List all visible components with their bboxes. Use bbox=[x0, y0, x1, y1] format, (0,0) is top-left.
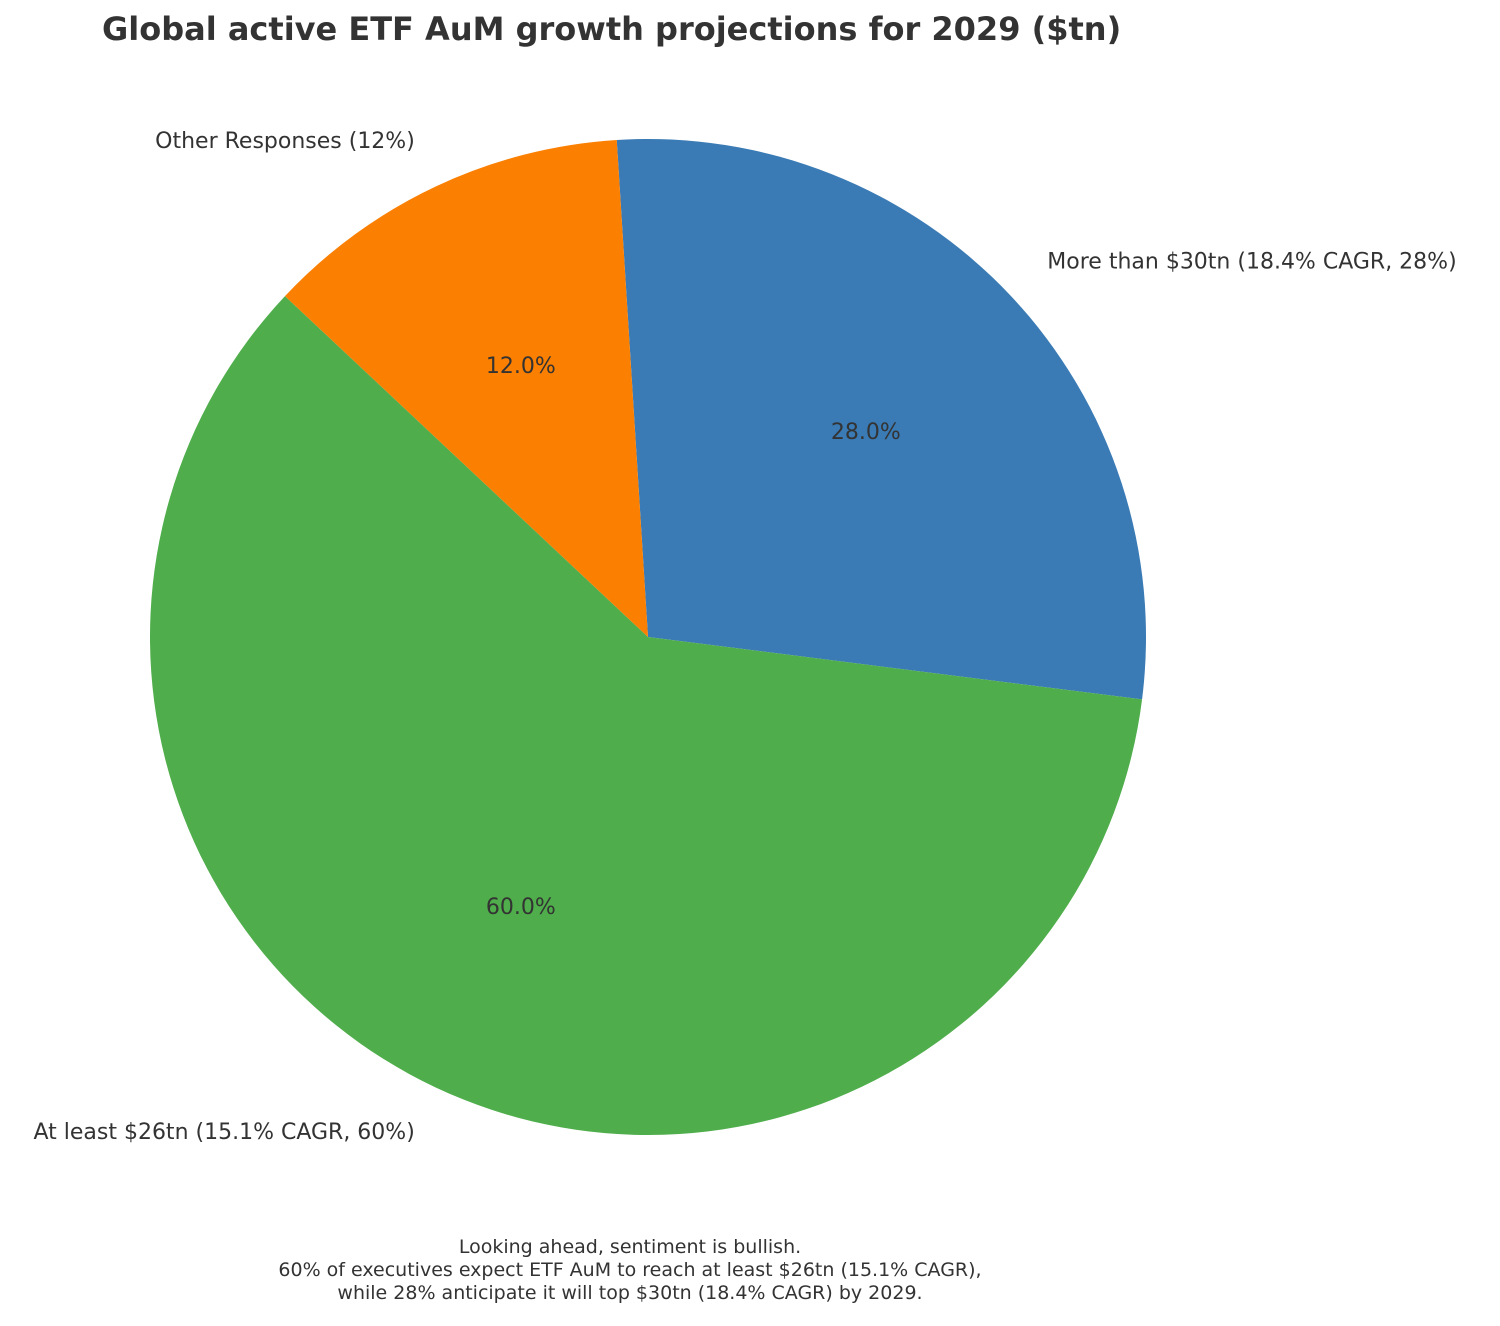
caption-line-3: while 28% anticipate it will top $30tn (… bbox=[337, 1282, 923, 1304]
pie-slice-1-percent: 28.0% bbox=[831, 420, 901, 445]
pie-slice-3-label: Other Responses (12%) bbox=[155, 129, 415, 154]
pie-slice-2-label: At least $26tn (15.1% CAGR, 60%) bbox=[33, 1120, 414, 1145]
chart-caption: Looking ahead, sentiment is bullish. 60%… bbox=[0, 1236, 1260, 1305]
pie-slices bbox=[149, 138, 1146, 1136]
pie-slice-3-percent: 12.0% bbox=[486, 354, 556, 379]
pie-labels: 28.0% More than $30tn (18.4% CAGR, 28%) 60… bbox=[33, 129, 1456, 1145]
pie-slice-1 bbox=[616, 138, 1146, 700]
caption-line-2: 60% of executives expect ETF AuM to reac… bbox=[278, 1259, 982, 1281]
pie-slice-1-label: More than $30tn (18.4% CAGR, 28%) bbox=[1047, 250, 1456, 275]
pie-slice-2 bbox=[149, 296, 1143, 1136]
pie-slice-3 bbox=[284, 139, 648, 638]
caption-line-1: Looking ahead, sentiment is bullish. bbox=[458, 1236, 802, 1258]
pie-slice-2-percent: 60.0% bbox=[486, 895, 556, 920]
chart-title: Global active ETF AuM growth projections… bbox=[102, 10, 1122, 48]
